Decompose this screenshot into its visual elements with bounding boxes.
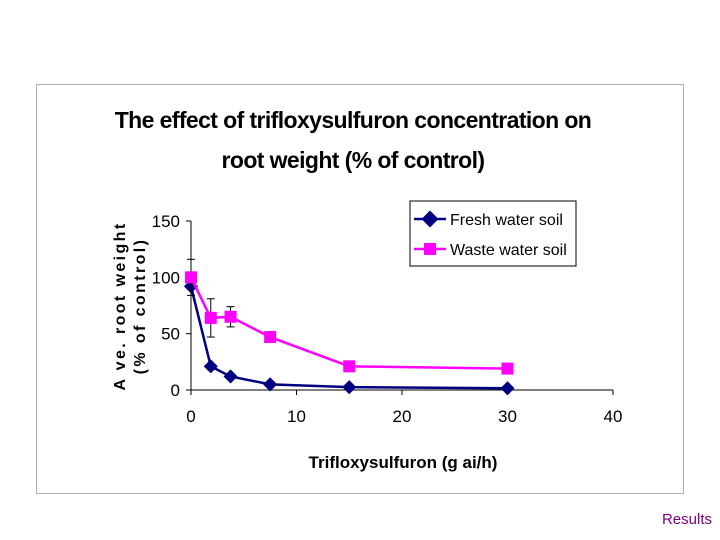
point-waste-4 [343, 360, 356, 373]
x-tick-label-3: 30 [498, 407, 517, 426]
legend-marker-waste [424, 243, 436, 255]
y-tick-label-2: 100 [152, 268, 180, 287]
x-axis-title: Trifloxysulfuron (g ai/h) [309, 453, 498, 472]
y-tick-label-0: 0 [171, 381, 180, 400]
x-tick-label-4: 40 [604, 407, 623, 426]
legend: Fresh water soil Waste water soil [409, 200, 577, 267]
legend-box [409, 200, 577, 267]
results-link[interactable]: Results [661, 511, 712, 528]
y-tick-label-1: 50 [161, 325, 180, 344]
point-fresh-5 [500, 381, 515, 396]
y-tick-label-3: 150 [152, 212, 180, 231]
point-fresh-2 [223, 369, 238, 384]
y-axis-title-line-1: A ve. root weight [112, 221, 129, 390]
chart: The effect of trifloxysulfuron concentra… [112, 107, 623, 472]
point-waste-2 [224, 310, 237, 323]
point-fresh-3 [263, 377, 278, 392]
chart-title-line-2: root weight (% of control) [222, 147, 485, 173]
legend-label-fresh: Fresh water soil [450, 212, 563, 229]
y-axis-title: A ve. root weight (% of control) [112, 221, 149, 390]
series-line-0 [189, 286, 508, 390]
y-axis-title-line-2: (% of control) [132, 238, 149, 375]
point-waste-3 [264, 331, 277, 344]
point-fresh-1 [203, 359, 218, 374]
plot-area: 0 50 100 150 0 10 20 30 40 [152, 212, 623, 426]
point-fresh-4 [342, 380, 357, 395]
chart-frame [36, 84, 684, 494]
chart-title-line-1: The effect of trifloxysulfuron concentra… [115, 107, 592, 133]
x-tick-label-0: 0 [186, 407, 195, 426]
x-tick-label-1: 10 [287, 407, 306, 426]
point-waste-5 [501, 362, 514, 375]
series-line-1 [189, 276, 508, 370]
point-waste-1 [204, 311, 217, 324]
legend-label-waste: Waste water soil [450, 242, 567, 259]
x-tick-label-2: 20 [393, 407, 412, 426]
point-waste-0 [185, 271, 197, 284]
legend-marker-fresh [421, 210, 439, 228]
